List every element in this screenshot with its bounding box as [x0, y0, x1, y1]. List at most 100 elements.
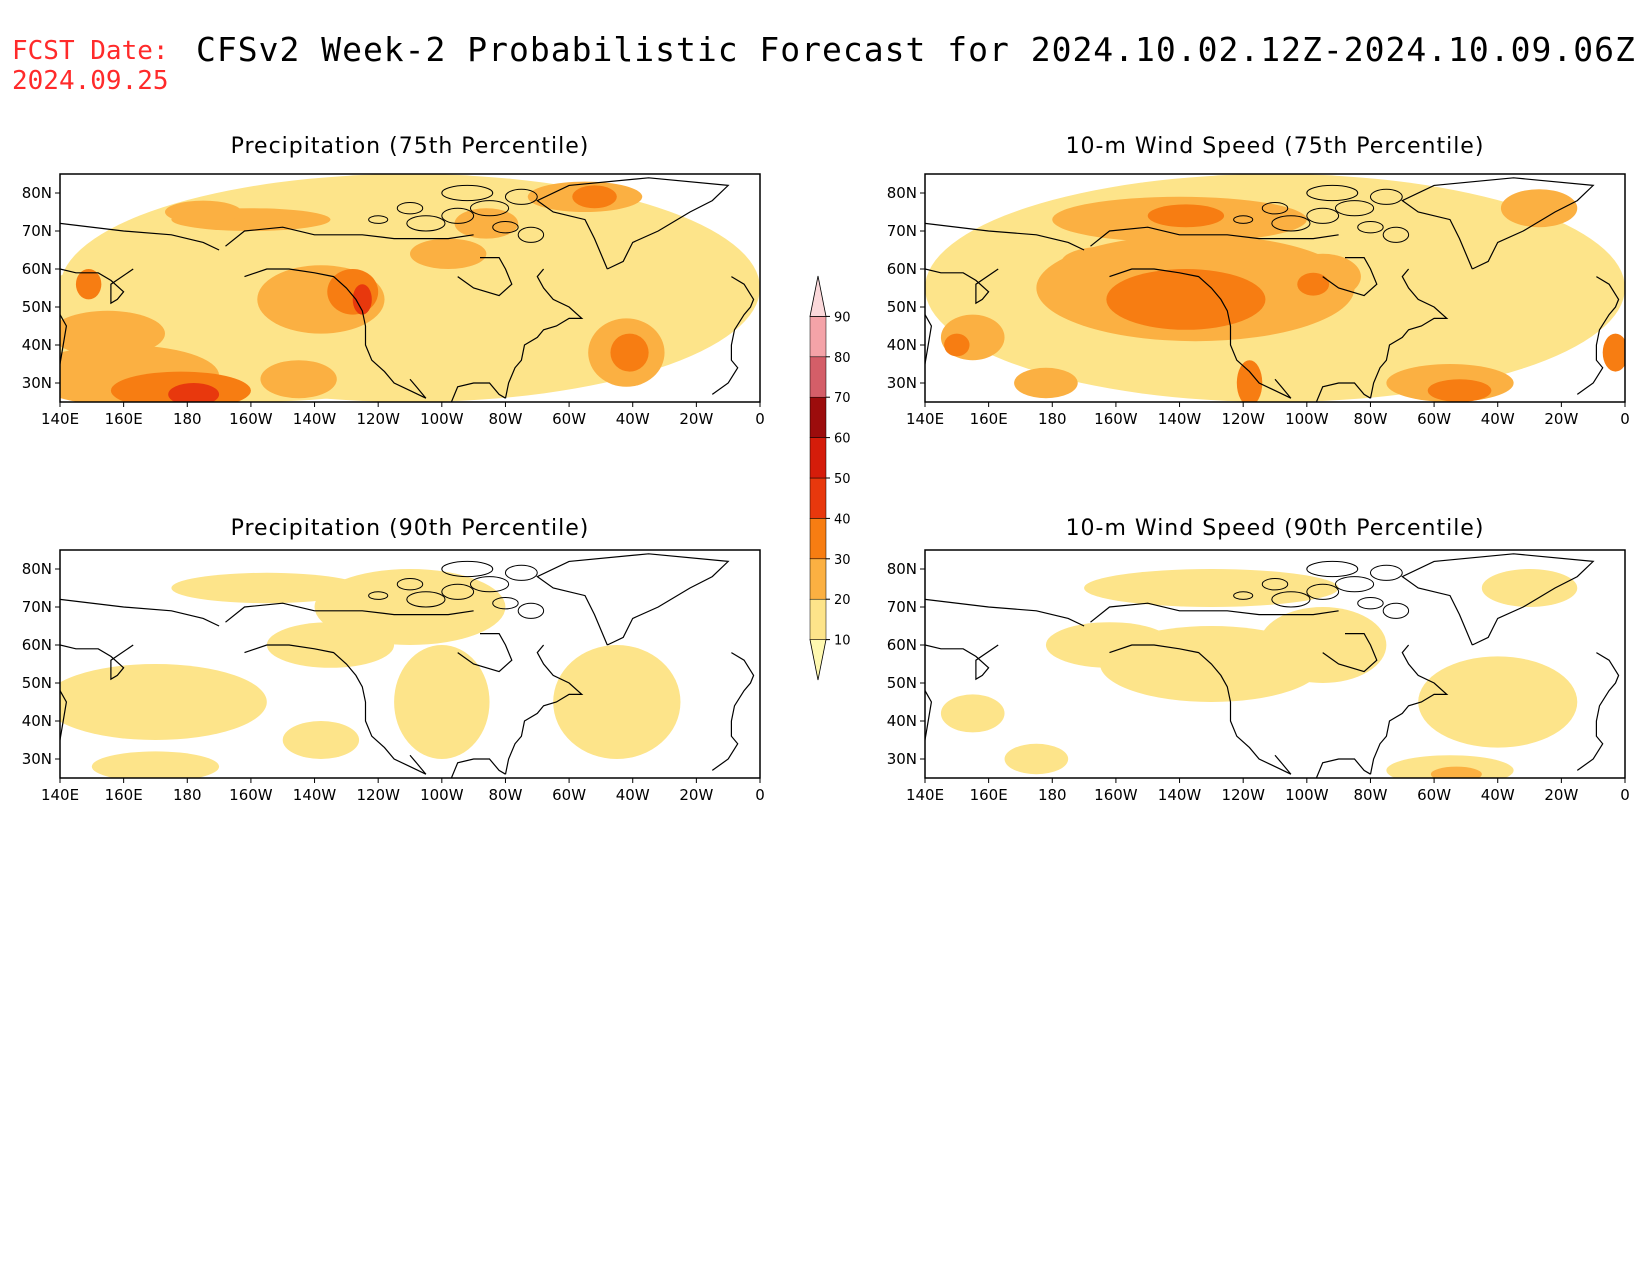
lat-label: 70N — [22, 222, 52, 240]
probability-contour-fill — [1297, 272, 1330, 296]
coastline — [1315, 382, 1371, 402]
coastline — [60, 222, 220, 251]
probability-contour-fill — [1084, 569, 1339, 607]
coastline — [925, 644, 999, 681]
colorbar-segment — [809, 316, 827, 358]
panel-title-precip90: Precipitation (90th Percentile) — [230, 516, 590, 541]
coastline — [244, 268, 427, 399]
lat-label: 40N — [22, 336, 52, 354]
probability-contour-fill — [410, 238, 487, 269]
lat-label: 70N — [887, 598, 917, 616]
probability-contour-fill — [1427, 379, 1492, 402]
panel-title-wind90: 10-m Wind Speed (90th Percentile) — [1065, 516, 1485, 541]
colorbar-segment — [809, 396, 827, 438]
coastline — [711, 276, 755, 395]
colorbar-end-high — [809, 275, 827, 317]
lon-label: 120W — [1221, 410, 1265, 428]
probability-contour-fill — [1061, 246, 1158, 277]
coastline — [925, 268, 999, 305]
lon-label: 60W — [552, 410, 586, 428]
colorbar-segment — [809, 558, 827, 600]
lon-label: 140W — [293, 410, 337, 428]
forecast-date: FCST Date: 2024.09.25 — [12, 36, 169, 96]
colorbar-label: 20 — [834, 593, 851, 608]
lat-label: 50N — [887, 674, 917, 692]
colorbar-segment — [809, 598, 827, 640]
probability-contour-fill — [1386, 755, 1514, 778]
island-outline — [368, 591, 389, 600]
coastline — [925, 690, 933, 741]
island-outline — [396, 202, 424, 215]
lon-label: 40W — [616, 786, 650, 804]
island-outline — [396, 578, 424, 591]
map-frame — [924, 549, 1626, 779]
colorbar-label: 80 — [834, 351, 851, 366]
island-outline — [1369, 564, 1403, 581]
lon-label: 140E — [906, 786, 944, 804]
map-frame — [59, 549, 761, 779]
island-outline — [406, 215, 446, 232]
coastline — [1322, 257, 1378, 297]
lon-label: 140W — [1158, 786, 1202, 804]
main-title: CFSv2 Week-2 Probabilistic Forecast for … — [196, 30, 1636, 69]
lat-label: 50N — [22, 298, 52, 316]
probability-contour-fill — [1236, 360, 1263, 402]
lat-label: 30N — [887, 374, 917, 392]
probability-contour-fill — [1014, 367, 1078, 399]
map-panel-wind90: 140E 160E 180 160W 140W 120W 100W 80W 60W 40W 20W 0… — [887, 549, 1630, 804]
island-outline — [492, 221, 519, 234]
coastline — [925, 598, 1085, 627]
probability-contour-fill — [394, 645, 490, 759]
coastline — [60, 598, 220, 627]
island-outline — [441, 207, 475, 224]
probability-contour-fill — [940, 694, 1005, 733]
island-outline — [1357, 221, 1384, 234]
lat-label: 30N — [22, 374, 52, 392]
coastline — [457, 632, 513, 673]
lon-label: 20W — [679, 410, 713, 428]
colorbar-label: 70 — [834, 391, 851, 406]
lon-label: 160W — [229, 786, 273, 804]
lat-label: 30N — [887, 750, 917, 768]
lat-label: 40N — [887, 712, 917, 730]
lon-label: 120W — [356, 786, 400, 804]
coastline — [1090, 226, 1339, 247]
coastline — [1109, 644, 1292, 775]
lon-label: 140E — [41, 786, 79, 804]
panel-title-precip75: Precipitation (75th Percentile) — [230, 134, 590, 159]
island-outline — [492, 597, 519, 610]
colorbar: 10 20 30 40 50 60 70 80 90 — [809, 275, 851, 681]
lon-label: 80W — [1353, 786, 1387, 804]
island-outline — [469, 576, 510, 593]
probability-contour-fill — [1147, 204, 1225, 228]
lon-label: 80W — [1353, 410, 1387, 428]
lon-label: 40W — [1481, 410, 1515, 428]
island-outline — [1306, 184, 1359, 202]
island-outline — [441, 184, 494, 202]
lon-label: 60W — [1417, 786, 1451, 804]
probability-contour-fill — [1430, 766, 1482, 778]
coastline — [1109, 268, 1292, 399]
island-outline — [441, 560, 494, 578]
island-outline — [1261, 578, 1289, 591]
lon-label: 160W — [229, 410, 273, 428]
lon-label: 0 — [1620, 786, 1630, 804]
coastline — [504, 644, 584, 775]
lon-label: 140E — [906, 410, 944, 428]
lon-label: 40W — [1481, 786, 1515, 804]
lon-label: 0 — [755, 786, 765, 804]
probability-contour-fill — [1602, 333, 1625, 372]
lon-label: 60W — [1417, 410, 1451, 428]
lon-label: 140W — [1158, 410, 1202, 428]
probability-contour-fill — [1500, 189, 1578, 228]
coastline — [1576, 276, 1620, 395]
lon-label: 120W — [356, 410, 400, 428]
map-frame — [924, 173, 1626, 403]
colorbar-label: 60 — [834, 432, 851, 447]
island-outline — [1233, 591, 1254, 600]
colorbar-segment — [809, 477, 827, 519]
island-outline — [504, 188, 538, 205]
probability-contour-fill — [1418, 656, 1578, 748]
probability-contour-fill — [171, 572, 363, 604]
